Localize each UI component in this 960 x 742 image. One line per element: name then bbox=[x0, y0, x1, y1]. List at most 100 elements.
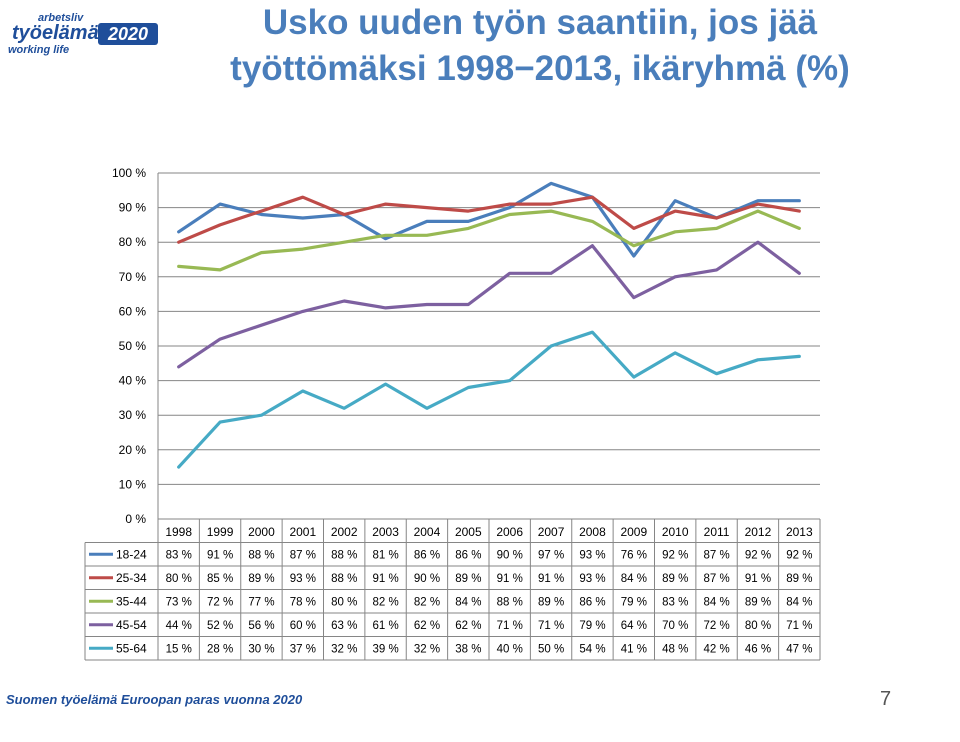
data-table-cell: 91 % bbox=[372, 573, 398, 585]
x-tick-label: 2008 bbox=[579, 525, 606, 539]
x-tick-label: 2007 bbox=[538, 525, 565, 539]
data-table-cell: 88 % bbox=[248, 549, 274, 561]
data-table-cell: 91 % bbox=[745, 573, 771, 585]
x-tick-label: 2006 bbox=[496, 525, 523, 539]
logo-main-text: työelämä bbox=[12, 22, 99, 44]
data-table-cell: 86 % bbox=[455, 549, 481, 561]
logo-year-badge: 2020 bbox=[98, 23, 158, 45]
x-tick-label: 1998 bbox=[165, 525, 192, 539]
data-table-cell: 84 % bbox=[786, 596, 812, 608]
data-table-cell: 78 % bbox=[290, 596, 316, 608]
data-table-cell: 89 % bbox=[538, 596, 564, 608]
x-tick-label: 2003 bbox=[372, 525, 399, 539]
x-tick-label: 2001 bbox=[289, 525, 316, 539]
logo-sub-text: working life bbox=[8, 44, 70, 56]
y-tick-label: 60 % bbox=[119, 304, 147, 318]
data-table-cell: 91 % bbox=[207, 549, 233, 561]
data-table-cell: 93 % bbox=[579, 549, 605, 561]
x-tick-label: 2005 bbox=[455, 525, 482, 539]
page-number: 7 bbox=[880, 688, 892, 710]
x-tick-label: 1999 bbox=[207, 525, 234, 539]
data-table-cell: 91 % bbox=[497, 573, 523, 585]
data-table-cell: 80 % bbox=[745, 620, 771, 632]
data-table-cell: 89 % bbox=[786, 573, 812, 585]
data-table-cell: 41 % bbox=[621, 643, 647, 655]
y-tick-label: 100 % bbox=[112, 166, 146, 180]
legend-label: 45-54 bbox=[116, 618, 147, 632]
data-table-cell: 72 % bbox=[703, 620, 729, 632]
series-line-35-44 bbox=[177, 209, 801, 272]
data-table-cell: 87 % bbox=[290, 549, 316, 561]
data-table-cell: 62 % bbox=[455, 620, 481, 632]
y-tick-label: 80 % bbox=[119, 235, 147, 249]
data-table-cell: 88 % bbox=[497, 596, 523, 608]
y-tick-label: 10 % bbox=[119, 477, 147, 491]
data-table-cell: 83 % bbox=[662, 596, 688, 608]
y-tick-label: 70 % bbox=[119, 270, 147, 284]
data-table-cell: 32 % bbox=[414, 643, 440, 655]
data-table-cell: 80 % bbox=[166, 573, 192, 585]
data-table-cell: 47 % bbox=[786, 643, 812, 655]
data-table-cell: 91 % bbox=[538, 573, 564, 585]
data-table-cell: 79 % bbox=[579, 620, 605, 632]
title-line-1: Usko uuden työn saantiin, jos jää bbox=[262, 3, 818, 42]
x-tick-label: 2012 bbox=[745, 525, 772, 539]
data-table-cell: 71 % bbox=[497, 620, 523, 632]
y-tick-label: 20 % bbox=[119, 443, 147, 457]
series-line-25-34 bbox=[177, 195, 801, 244]
data-table-cell: 89 % bbox=[662, 573, 688, 585]
data-table-cell: 72 % bbox=[207, 596, 233, 608]
data-table-cell: 84 % bbox=[455, 596, 481, 608]
legend-label: 25-34 bbox=[116, 571, 147, 585]
data-table-cell: 89 % bbox=[455, 573, 481, 585]
y-tick-label: 0 % bbox=[125, 512, 146, 526]
series-line-18-24 bbox=[177, 181, 801, 258]
data-table-cell: 83 % bbox=[166, 549, 192, 561]
legend-label: 18-24 bbox=[116, 547, 147, 561]
data-table-cell: 56 % bbox=[248, 620, 274, 632]
data-table-cell: 92 % bbox=[662, 549, 688, 561]
data-table-cell: 52 % bbox=[207, 620, 233, 632]
data-table-cell: 86 % bbox=[579, 596, 605, 608]
data-table-cell: 88 % bbox=[331, 573, 357, 585]
x-tick-label: 2004 bbox=[414, 525, 441, 539]
data-table-cell: 70 % bbox=[662, 620, 688, 632]
data-table-cell: 86 % bbox=[414, 549, 440, 561]
logo-small-text: arbetsliv bbox=[38, 12, 84, 24]
data-table-cell: 42 % bbox=[703, 643, 729, 655]
data-table-cell: 87 % bbox=[703, 573, 729, 585]
data-table-cell: 54 % bbox=[579, 643, 605, 655]
data-table-cell: 46 % bbox=[745, 643, 771, 655]
x-tick-label: 2000 bbox=[248, 525, 275, 539]
data-table-cell: 50 % bbox=[538, 643, 564, 655]
y-tick-label: 40 % bbox=[119, 374, 147, 388]
data-table-cell: 97 % bbox=[538, 549, 564, 561]
data-table-cell: 93 % bbox=[290, 573, 316, 585]
data-table-cell: 88 % bbox=[331, 549, 357, 561]
footer-slogan: Suomen työelämä Euroopan paras vuonna 20… bbox=[6, 692, 303, 707]
data-table-cell: 89 % bbox=[248, 573, 274, 585]
data-table-cell: 90 % bbox=[414, 573, 440, 585]
data-table-cell: 32 % bbox=[331, 643, 357, 655]
data-table-cell: 38 % bbox=[455, 643, 481, 655]
x-tick-label: 2009 bbox=[620, 525, 647, 539]
y-tick-label: 30 % bbox=[119, 408, 147, 422]
data-table-cell: 44 % bbox=[166, 620, 192, 632]
x-tick-label: 2010 bbox=[662, 525, 689, 539]
data-table-cell: 84 % bbox=[621, 573, 647, 585]
data-table-cell: 64 % bbox=[621, 620, 647, 632]
page-title: Usko uuden työn saantiin, jos jää työttö… bbox=[150, 0, 930, 92]
data-table-cell: 87 % bbox=[703, 549, 729, 561]
data-table-cell: 62 % bbox=[414, 620, 440, 632]
series-line-45-54 bbox=[177, 240, 801, 369]
data-table-cell: 80 % bbox=[331, 596, 357, 608]
data-table-cell: 90 % bbox=[497, 549, 523, 561]
y-tick-label: 90 % bbox=[119, 201, 147, 215]
data-table-cell: 81 % bbox=[372, 549, 398, 561]
data-table-cell: 73 % bbox=[166, 596, 192, 608]
x-tick-label: 2002 bbox=[331, 525, 358, 539]
x-tick-label: 2013 bbox=[786, 525, 813, 539]
data-table-cell: 92 % bbox=[745, 549, 771, 561]
series-line-55-64 bbox=[177, 330, 801, 469]
